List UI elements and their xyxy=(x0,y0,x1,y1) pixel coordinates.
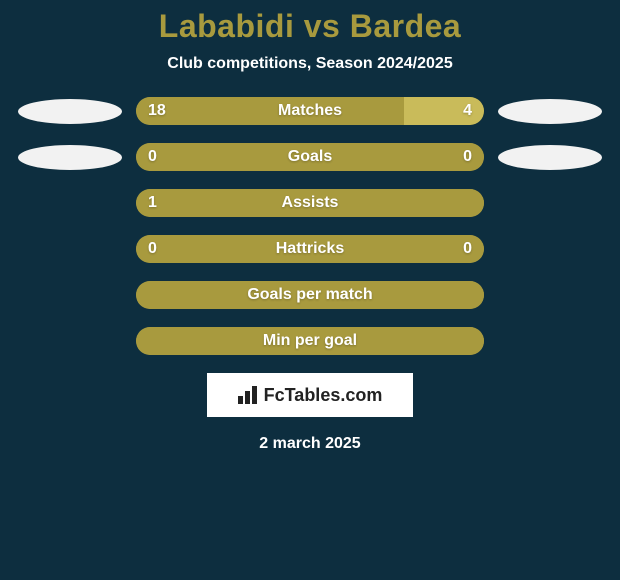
stat-value-right: 4 xyxy=(463,97,472,125)
comparison-rows: Matches184Goals00Assists1Hattricks00Goal… xyxy=(0,97,620,355)
player-right-pill xyxy=(498,99,602,124)
player-left-pill xyxy=(18,145,122,170)
logo-text: FcTables.com xyxy=(264,385,383,406)
logo: FcTables.com xyxy=(207,373,413,417)
subtitle: Club competitions, Season 2024/2025 xyxy=(0,55,620,73)
stat-label: Goals xyxy=(136,143,484,171)
stat-bar: Assists1 xyxy=(136,189,484,217)
right-pill-slot xyxy=(494,99,606,124)
stat-value-left: 1 xyxy=(148,189,157,217)
stat-row: Hattricks0 0 xyxy=(0,235,620,263)
left-pill-slot xyxy=(14,99,126,124)
player-right-pill xyxy=(498,145,602,170)
left-pill-slot xyxy=(14,145,126,170)
stat-value-left: 0 xyxy=(148,235,157,263)
stat-bar: Goals per match xyxy=(136,281,484,309)
stat-row: Min per goal xyxy=(0,327,620,355)
chart-icon xyxy=(238,386,258,404)
stat-bar: Min per goal xyxy=(136,327,484,355)
stat-row: Goals per match xyxy=(0,281,620,309)
stat-bar: Goals0 0 xyxy=(136,143,484,171)
stat-label: Assists xyxy=(136,189,484,217)
stat-label: Matches xyxy=(136,97,484,125)
stat-label: Goals per match xyxy=(136,281,484,309)
player-left-pill xyxy=(18,99,122,124)
stat-label: Hattricks xyxy=(136,235,484,263)
right-pill-slot xyxy=(494,145,606,170)
stat-bar: Hattricks0 0 xyxy=(136,235,484,263)
stat-value-right: 0 xyxy=(463,235,472,263)
stat-row: Matches18 4 xyxy=(0,97,620,125)
stat-value-right: 0 xyxy=(463,143,472,171)
stat-bar: Matches18 4 xyxy=(136,97,484,125)
stat-value-left: 18 xyxy=(148,97,166,125)
page-title: Lababidi vs Bardea xyxy=(0,8,620,45)
stat-row: Assists1 xyxy=(0,189,620,217)
stat-label: Min per goal xyxy=(136,327,484,355)
footer-date: 2 march 2025 xyxy=(0,435,620,453)
stat-value-left: 0 xyxy=(148,143,157,171)
stat-row: Goals0 0 xyxy=(0,143,620,171)
